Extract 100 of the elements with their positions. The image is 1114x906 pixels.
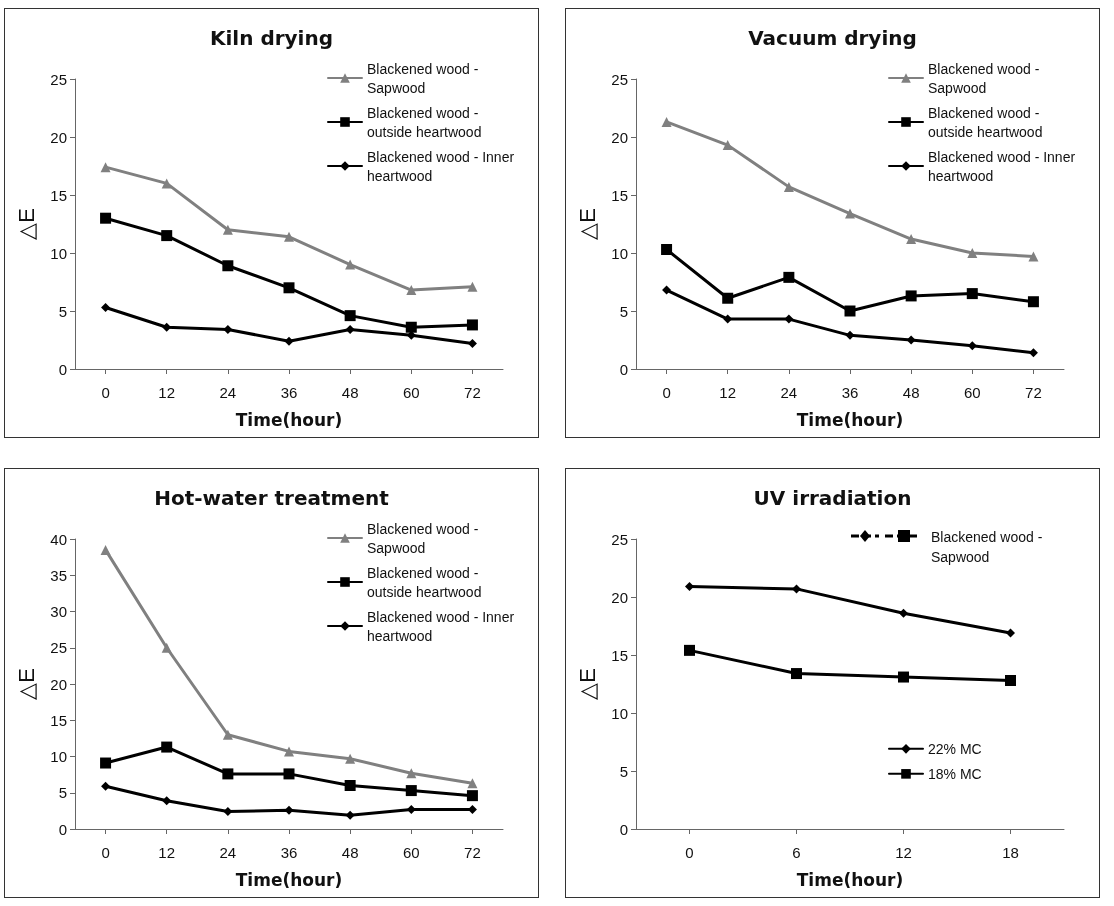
point <box>345 325 355 335</box>
x-tick-label: 36 <box>841 384 859 401</box>
x-tick-label: 60 <box>402 384 420 401</box>
point <box>967 248 978 258</box>
point <box>791 668 802 680</box>
y-axis-title: △E <box>574 208 600 240</box>
point <box>100 544 111 555</box>
y-tick-label: 30 <box>50 603 67 620</box>
point <box>345 810 355 820</box>
y-tick-label: 20 <box>611 588 628 606</box>
point <box>283 282 295 294</box>
point <box>161 642 172 653</box>
y-tick-label: 20 <box>611 128 628 146</box>
y-tick-label: 5 <box>58 784 67 802</box>
y-tick-label: 0 <box>58 820 67 838</box>
point <box>284 805 294 815</box>
x-tick-label: 6 <box>792 844 801 861</box>
point <box>783 271 795 283</box>
point <box>783 181 794 192</box>
point <box>1005 675 1016 687</box>
point <box>845 330 855 340</box>
y-tick-label: 25 <box>611 530 628 548</box>
legend-label: Blackened wood - Inner heartwood <box>367 608 518 644</box>
point <box>406 768 417 779</box>
point <box>161 178 172 189</box>
legend-label: 18% MC <box>928 765 982 782</box>
y-tick-label: 25 <box>50 70 67 88</box>
point <box>344 780 356 791</box>
y-tick-label: 20 <box>50 675 67 693</box>
legend-label: Blackened wood - outside heartwood <box>928 104 1044 140</box>
legend-label: Blackened wood - Sapwood <box>928 60 1044 96</box>
point <box>906 234 917 245</box>
point <box>101 781 111 791</box>
point <box>284 746 294 757</box>
y-axis-title: △E <box>13 668 39 700</box>
point <box>1006 628 1015 638</box>
y-tick-label: 5 <box>619 762 628 780</box>
x-axis-title: Time(hour) <box>235 409 343 430</box>
point <box>466 790 478 802</box>
point <box>100 212 112 224</box>
point <box>845 208 855 219</box>
x-tick-label: 0 <box>101 384 110 401</box>
point <box>284 231 294 242</box>
y-tick-label: 25 <box>50 639 67 657</box>
point <box>784 314 794 324</box>
legend-label: Blackened wood - Sapwood <box>367 520 483 556</box>
y-tick-label: 35 <box>50 566 67 584</box>
point <box>722 140 733 151</box>
x-tick-label: 12 <box>895 844 912 861</box>
y-tick-label: 15 <box>611 646 628 664</box>
y-tick-label: 10 <box>611 244 628 262</box>
y-tick-label: 10 <box>50 748 67 765</box>
point <box>467 281 478 292</box>
legend-label: 22% MC <box>928 740 982 757</box>
point <box>222 729 233 740</box>
x-tick-label: 72 <box>464 844 481 861</box>
chart-title: Vacuum drying <box>748 26 917 50</box>
y-tick-label: 0 <box>619 360 628 378</box>
y-tick-label: 5 <box>619 302 628 320</box>
point <box>662 285 672 295</box>
legend-label: Blackened wood - outside heartwood <box>367 104 483 140</box>
point <box>661 244 673 256</box>
x-tick-label: 72 <box>464 384 481 401</box>
legend-label: Blackened wood - outside heartwood <box>367 564 483 600</box>
point <box>344 310 356 322</box>
x-tick-label: 36 <box>280 384 298 401</box>
point <box>685 582 694 592</box>
x-tick-label: 36 <box>280 844 298 861</box>
chart-title: UV irradiation <box>753 486 912 510</box>
y-tick-label: 0 <box>619 820 628 838</box>
legend-title: Blackened wood - Sapwood <box>931 529 1047 565</box>
x-tick-label: 48 <box>341 384 359 401</box>
y-axis-title: △E <box>574 668 600 700</box>
x-tick-label: 12 <box>719 384 737 401</box>
x-axis-title: Time(hour) <box>796 409 904 430</box>
x-tick-label: 24 <box>219 384 237 401</box>
x-tick-label: 12 <box>158 844 176 861</box>
legend-label: Blackened wood - Inner heartwood <box>928 148 1079 184</box>
y-tick-label: 25 <box>611 70 628 88</box>
point <box>844 305 856 317</box>
point <box>162 796 172 806</box>
point <box>466 319 478 331</box>
y-tick-label: 15 <box>50 711 67 729</box>
point <box>661 116 672 127</box>
point <box>101 303 111 313</box>
x-axis-title: Time(hour) <box>796 869 904 890</box>
point <box>405 785 417 797</box>
y-tick-label: 15 <box>611 186 628 204</box>
point <box>905 290 917 302</box>
x-tick-label: 48 <box>341 844 359 861</box>
point <box>283 768 295 780</box>
x-tick-label: 24 <box>780 384 798 401</box>
chart-title: Hot-water treatment <box>154 486 390 510</box>
point <box>1027 296 1039 308</box>
point <box>792 584 801 594</box>
point <box>722 292 734 304</box>
point <box>222 260 234 272</box>
point <box>1028 251 1039 262</box>
point <box>100 162 111 173</box>
point <box>223 325 233 335</box>
